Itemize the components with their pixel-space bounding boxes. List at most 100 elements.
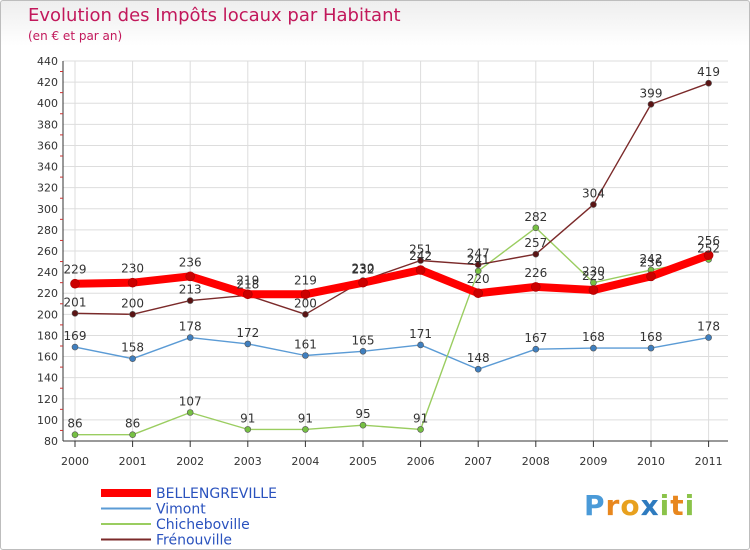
- chart-subtitle: (en € et par an): [28, 29, 123, 43]
- y-tick-label: 140: [37, 372, 58, 385]
- data-point: [647, 100, 655, 108]
- x-tick-label: 2004: [291, 455, 319, 468]
- data-point: [417, 257, 424, 264]
- data-point: [532, 224, 540, 232]
- proxiti-logo: Proxiti: [584, 489, 695, 522]
- data-label: 171: [409, 327, 432, 341]
- data-label: 251: [409, 243, 432, 257]
- data-label: 399: [640, 86, 663, 100]
- y-tick-label: 240: [37, 266, 58, 279]
- data-label: 200: [294, 296, 317, 310]
- logo-letter: x: [640, 489, 660, 522]
- data-point: [244, 340, 252, 348]
- data-label: 229: [64, 263, 87, 277]
- logo-letter: r: [605, 489, 621, 522]
- data-label: 226: [524, 266, 547, 280]
- x-tick-label: 2007: [464, 455, 492, 468]
- y-tick-label: 200: [37, 308, 58, 321]
- data-label: 161: [294, 338, 317, 352]
- axes: 80 100 120 140 160 180 200 220 240 260 280 300 320 34…: [37, 55, 728, 468]
- data-label: 167: [524, 331, 547, 345]
- data-point: [474, 261, 482, 269]
- data-label: 256: [697, 234, 720, 248]
- data-point: [590, 201, 597, 208]
- legend-label-2: Chicheboville: [156, 517, 250, 533]
- data-point: [70, 278, 80, 289]
- data-label: 169: [64, 329, 87, 343]
- logo-letter: i: [659, 489, 671, 522]
- data-label: 148: [467, 351, 490, 365]
- data-label: 219: [236, 273, 259, 287]
- data-label: 282: [524, 210, 547, 224]
- data-label: 230: [582, 265, 605, 279]
- x-tick-label: 2009: [579, 455, 607, 468]
- x-tick-label: 2008: [522, 455, 550, 468]
- series-line-1: [74, 336, 710, 370]
- y-tick-label: 360: [37, 139, 58, 152]
- data-point: [647, 344, 655, 352]
- y-tick-label: 400: [37, 97, 58, 110]
- data-label: 213: [179, 283, 202, 297]
- y-tick-label: 380: [37, 118, 58, 131]
- legend-label-3: Frénouville: [156, 533, 232, 549]
- data-point: [129, 431, 136, 438]
- data-point: [530, 282, 541, 292]
- x-tick-label: 2000: [61, 455, 89, 468]
- y-tick-label: 160: [37, 351, 58, 364]
- data-label: 218: [236, 277, 259, 291]
- series-line-2: [74, 227, 710, 436]
- data-point: [473, 288, 484, 299]
- data-point: [474, 267, 482, 275]
- y-tick-label: 340: [37, 161, 58, 174]
- data-label: 304: [582, 187, 605, 201]
- y-tick-label: 260: [37, 245, 58, 258]
- x-tick-label: 2006: [407, 455, 435, 468]
- series-lines: [70, 79, 714, 438]
- legend-label-0: BELLENGREVILLE: [156, 486, 277, 502]
- data-label: 230: [121, 262, 144, 276]
- y-tick-label: 120: [37, 393, 58, 406]
- data-point: [71, 431, 79, 438]
- data-point: [590, 344, 597, 352]
- data-label: 232: [352, 263, 375, 277]
- y-tick-label: 440: [37, 55, 58, 68]
- data-point: [127, 277, 138, 288]
- y-tick-label: 180: [37, 329, 58, 342]
- data-point: [705, 79, 712, 87]
- data-point: [705, 334, 712, 341]
- x-tick-label: 2001: [119, 455, 147, 468]
- y-tick-label: 100: [37, 414, 58, 427]
- data-label: 95: [355, 407, 370, 421]
- data-label: 201: [64, 295, 87, 309]
- legend: BELLENGREVILLEVimontChichebovilleFrénouv…: [101, 486, 277, 549]
- data-point: [646, 271, 656, 282]
- data-label: 219: [294, 273, 317, 287]
- logo-letter: o: [620, 489, 641, 522]
- data-label: 86: [67, 417, 82, 431]
- data-label: 257: [524, 236, 547, 250]
- y-tick-label: 220: [37, 287, 58, 300]
- data-point: [474, 365, 482, 373]
- data-point: [532, 250, 540, 258]
- data-point: [359, 421, 367, 429]
- data-label: 86: [125, 417, 140, 431]
- data-label: 178: [697, 320, 720, 334]
- data-point: [532, 345, 540, 353]
- logo-letter: P: [584, 489, 606, 522]
- legend-label-1: Vimont: [156, 502, 206, 518]
- y-tick-label: 320: [37, 182, 58, 195]
- data-point: [186, 334, 194, 341]
- data-point: [415, 265, 426, 275]
- data-point: [129, 311, 136, 318]
- data-point: [71, 343, 79, 351]
- data-labels: 229 230 236 219 219 230 242 220 226 223 236 256 169 1…: [64, 65, 721, 431]
- data-label: 236: [640, 255, 663, 269]
- data-label: 91: [240, 411, 255, 425]
- data-point: [358, 277, 368, 288]
- data-label: 230: [352, 262, 375, 276]
- chart-title: Evolution des Impôts locaux par Habitant: [28, 5, 401, 26]
- data-point: [359, 347, 367, 355]
- x-tick-label: 2003: [234, 455, 262, 468]
- y-tick-label: 300: [37, 203, 58, 216]
